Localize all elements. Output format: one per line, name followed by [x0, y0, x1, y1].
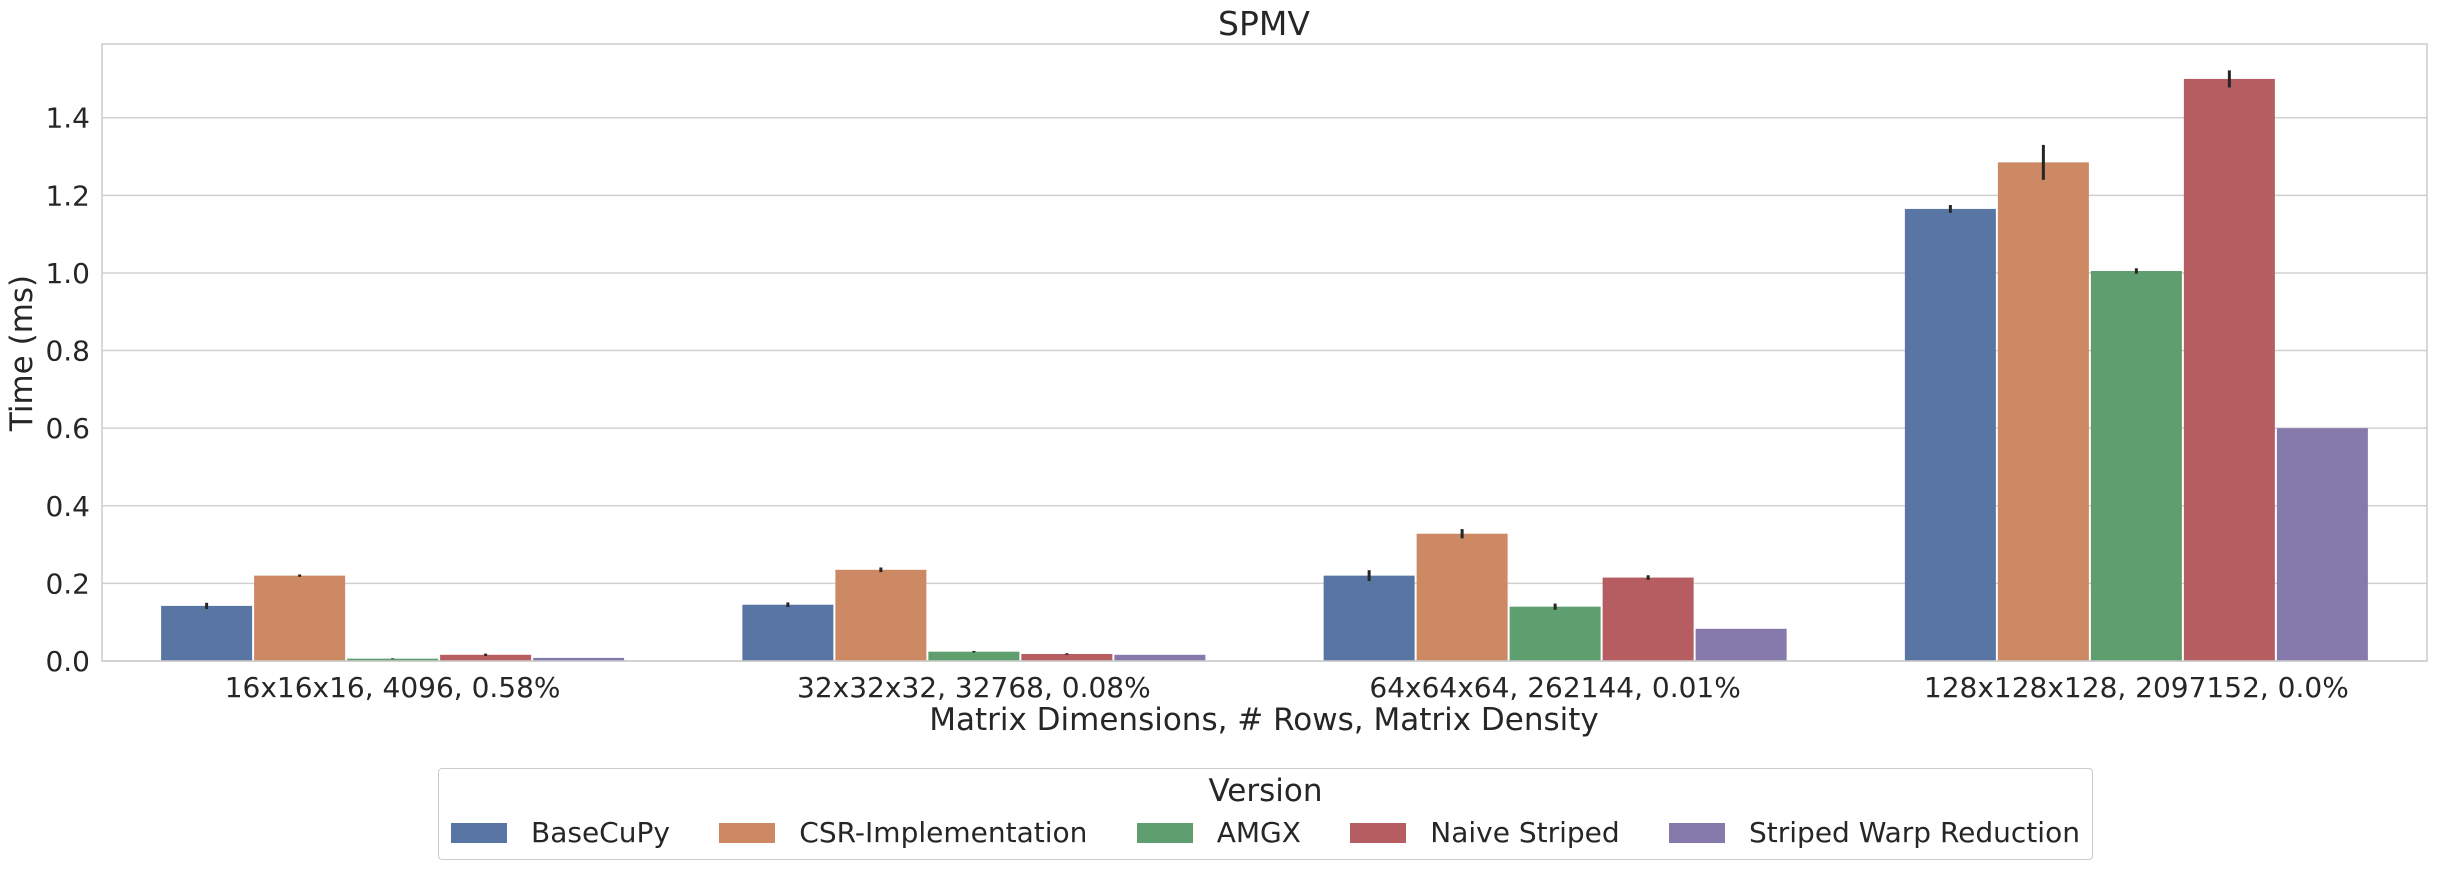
- legend-swatch: [719, 822, 776, 843]
- legend-swatch: [1669, 822, 1726, 843]
- y-tick-label: 1.0: [45, 257, 90, 290]
- chart-title: SPMV: [1218, 4, 1310, 43]
- legend-items: BaseCuPy CSR-Implementation AMGX Naive Stri…: [449, 816, 2082, 849]
- bar: [254, 575, 346, 661]
- legend-swatch: [1136, 822, 1193, 843]
- bar: [2183, 78, 2275, 661]
- x-tick-label: 128x128x128, 2097152, 0.0%: [1924, 671, 2349, 704]
- x-axis-label: Matrix Dimensions, # Rows, Matrix Densit…: [929, 702, 1599, 738]
- legend-item: Naive Striped: [1350, 816, 1620, 849]
- legend-label: Naive Striped: [1430, 816, 1620, 849]
- y-tick-labels: 0.0 0.2 0.4 0.6 0.8 1.0 1.2 1.4: [45, 102, 90, 678]
- x-tick-label: 64x64x64, 262144, 0.01%: [1369, 671, 1740, 704]
- bar: [1904, 208, 1996, 661]
- legend-swatch: [1350, 822, 1407, 843]
- bar: [835, 569, 927, 661]
- legend-item: AMGX: [1136, 816, 1301, 849]
- grid: [102, 116, 2427, 662]
- legend-title: Version: [1208, 773, 1323, 809]
- bar: [533, 657, 625, 661]
- bars: [161, 78, 2368, 661]
- x-tick-label: 16x16x16, 4096, 0.58%: [225, 671, 561, 704]
- legend-label: CSR-Implementation: [799, 816, 1088, 849]
- x-tick-label: 32x32x32, 32768, 0.08%: [797, 671, 1151, 704]
- y-axis-label: Time (ms): [4, 275, 40, 432]
- bar: [1997, 162, 2089, 661]
- plot-frame: [101, 43, 2428, 662]
- bar: [161, 605, 253, 661]
- legend-item: CSR-Implementation: [719, 816, 1087, 849]
- bar: [2276, 428, 2368, 661]
- y-tick-label: 0.6: [45, 412, 90, 445]
- legend-item: BaseCuPy: [451, 816, 670, 849]
- error-bars: [205, 70, 2231, 660]
- x-tick-labels: 16x16x16, 4096, 0.58% 32x32x32, 32768, 0.…: [225, 671, 2349, 704]
- y-tick-label: 0.2: [45, 567, 90, 600]
- legend: Version BaseCuPy CSR-Implementation AMGX Na…: [438, 768, 2093, 860]
- bar: [1416, 533, 1508, 661]
- bar: [1021, 654, 1113, 661]
- bar: [2090, 271, 2182, 661]
- bar: [440, 654, 532, 661]
- bar: [1509, 606, 1601, 661]
- bar: [742, 604, 834, 661]
- bar: [1695, 628, 1787, 661]
- bar: [1602, 577, 1694, 661]
- legend-label: AMGX: [1216, 816, 1301, 849]
- bar: [347, 658, 439, 661]
- bar: [1323, 575, 1415, 661]
- legend-item: Striped Warp Reduction: [1669, 816, 2080, 849]
- legend-label: Striped Warp Reduction: [1749, 816, 2080, 849]
- y-tick-label: 0.8: [45, 335, 90, 368]
- y-tick-label: 0.0: [45, 645, 90, 678]
- y-tick-label: 0.4: [45, 490, 90, 523]
- bar: [1114, 654, 1206, 661]
- y-tick-label: 1.2: [45, 179, 90, 212]
- legend-label: BaseCuPy: [531, 816, 670, 849]
- y-tick-label: 1.4: [45, 102, 90, 135]
- bar: [928, 651, 1020, 661]
- legend-swatch: [451, 822, 507, 843]
